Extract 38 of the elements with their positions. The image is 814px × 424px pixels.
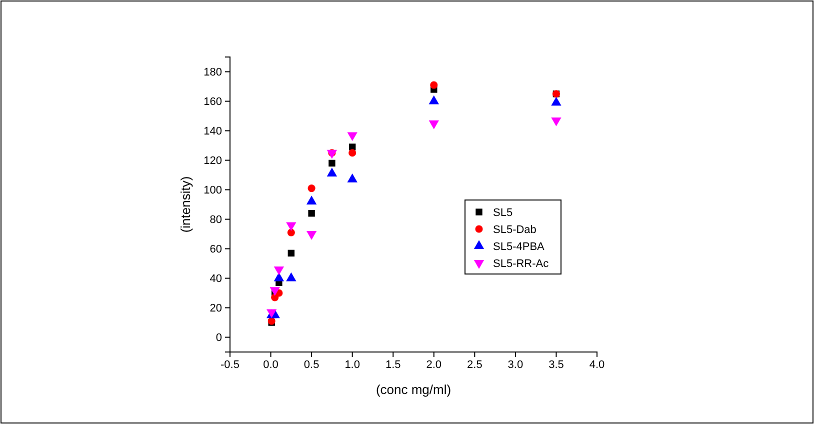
x-axis-title: (conc mg/ml) <box>376 382 452 397</box>
x-tick-label: 0.0 <box>263 358 278 371</box>
y-tick-label: 100 <box>204 184 222 196</box>
y-tick-label: 80 <box>210 214 222 226</box>
x-tick-label: 2.5 <box>467 358 482 371</box>
point <box>308 184 316 192</box>
point <box>551 117 562 126</box>
x-tick-label: 1.5 <box>385 358 401 371</box>
point <box>428 120 439 130</box>
legend-label: SL5-Dab <box>493 224 536 236</box>
x-tick-label: 1.0 <box>344 358 360 371</box>
y-tick-label: 180 <box>204 66 222 78</box>
legend-label: SL5-4PBA <box>493 241 546 253</box>
point <box>274 272 284 282</box>
y-axis-title: (intensity) <box>178 176 193 233</box>
x-tick-label: 2.0 <box>426 358 442 371</box>
point <box>328 160 336 167</box>
legend-label: SL5 <box>493 207 513 219</box>
x-tick-label: 3.5 <box>548 358 564 371</box>
point <box>308 210 315 217</box>
y-tick-label: 120 <box>204 154 222 167</box>
x-tick-label: 3.0 <box>508 358 524 371</box>
y-tick-label: 20 <box>210 302 222 314</box>
y-tick-label: 0 <box>216 332 222 344</box>
x-tick-label: 0.5 <box>304 358 320 371</box>
y-tick-label: 60 <box>210 243 222 256</box>
y-tick-label: 140 <box>204 125 222 138</box>
x-tick-label: 4.0 <box>589 358 605 371</box>
y-tick-label: 40 <box>210 272 222 285</box>
point <box>430 81 438 89</box>
point <box>347 132 358 142</box>
point <box>348 149 356 157</box>
point <box>288 250 295 257</box>
point <box>287 228 295 236</box>
y-tick-label: 160 <box>204 96 222 108</box>
legend-label: SL5-RR-Ac <box>493 258 550 270</box>
point <box>286 272 296 282</box>
x-tick-label: -0.5 <box>220 358 240 371</box>
